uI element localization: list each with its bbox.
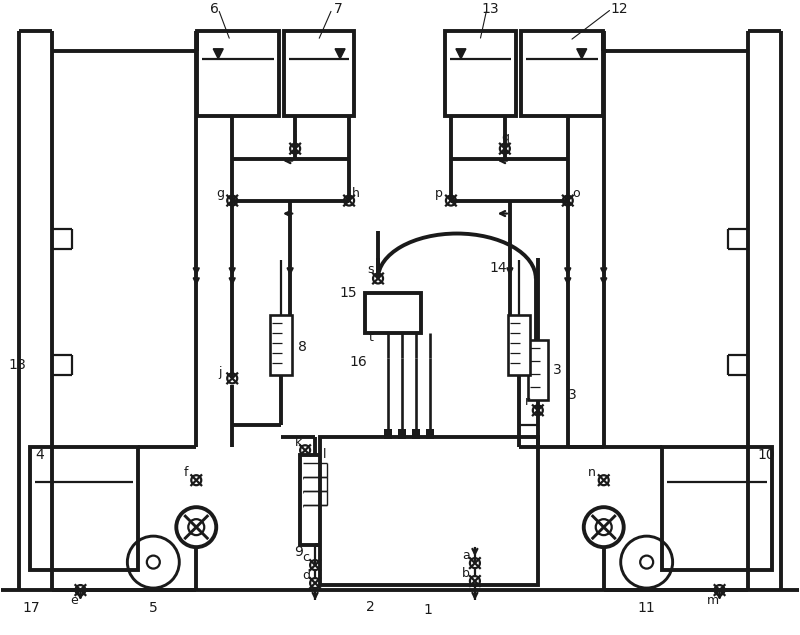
Bar — [521, 31, 602, 116]
Text: 16: 16 — [349, 356, 367, 370]
Text: l: l — [323, 448, 327, 461]
Text: a: a — [462, 549, 470, 561]
Bar — [300, 455, 330, 545]
Text: 13: 13 — [481, 2, 498, 16]
Text: 17: 17 — [22, 601, 40, 615]
Text: d: d — [302, 568, 310, 582]
Bar — [384, 429, 392, 439]
Text: 8: 8 — [298, 340, 306, 354]
Bar — [528, 340, 548, 400]
Text: n: n — [588, 465, 596, 479]
Text: p: p — [435, 187, 443, 200]
Text: h: h — [352, 187, 360, 200]
Text: 1: 1 — [423, 603, 433, 617]
Text: 4: 4 — [35, 448, 44, 462]
Text: i: i — [294, 131, 297, 144]
Text: t: t — [369, 331, 374, 344]
Bar — [445, 31, 516, 116]
Text: 10: 10 — [758, 448, 775, 462]
Text: r: r — [526, 395, 530, 408]
Polygon shape — [214, 49, 223, 59]
Text: 6: 6 — [210, 2, 218, 16]
Bar — [30, 447, 138, 570]
Text: m: m — [706, 594, 718, 606]
Text: b: b — [462, 566, 470, 580]
Text: j: j — [218, 366, 222, 379]
Text: 2: 2 — [366, 600, 374, 614]
Polygon shape — [577, 49, 586, 59]
Bar — [198, 31, 279, 116]
Bar — [412, 429, 420, 439]
Bar — [270, 316, 292, 375]
Text: e: e — [70, 594, 78, 606]
Bar — [662, 447, 771, 570]
Bar — [365, 293, 421, 333]
Bar — [426, 429, 434, 439]
Polygon shape — [456, 49, 466, 59]
Bar — [284, 31, 354, 116]
Bar — [398, 429, 406, 439]
Bar — [320, 438, 538, 585]
Text: 15: 15 — [339, 286, 357, 300]
Text: k: k — [294, 436, 302, 449]
Text: 3: 3 — [554, 363, 562, 377]
Text: 14: 14 — [489, 262, 506, 276]
Text: o: o — [572, 187, 579, 200]
Text: g: g — [216, 187, 224, 200]
Polygon shape — [335, 49, 345, 59]
Bar — [508, 316, 530, 375]
Text: 5: 5 — [149, 601, 158, 615]
Text: 3: 3 — [568, 389, 577, 403]
Text: 18: 18 — [9, 358, 26, 372]
Text: f: f — [184, 465, 188, 479]
Text: 12: 12 — [611, 2, 629, 16]
Text: q: q — [501, 131, 509, 144]
Text: c: c — [302, 551, 310, 564]
Text: 9: 9 — [294, 545, 302, 559]
Text: s: s — [368, 263, 374, 276]
Text: 11: 11 — [638, 601, 655, 615]
Text: 7: 7 — [334, 2, 342, 16]
